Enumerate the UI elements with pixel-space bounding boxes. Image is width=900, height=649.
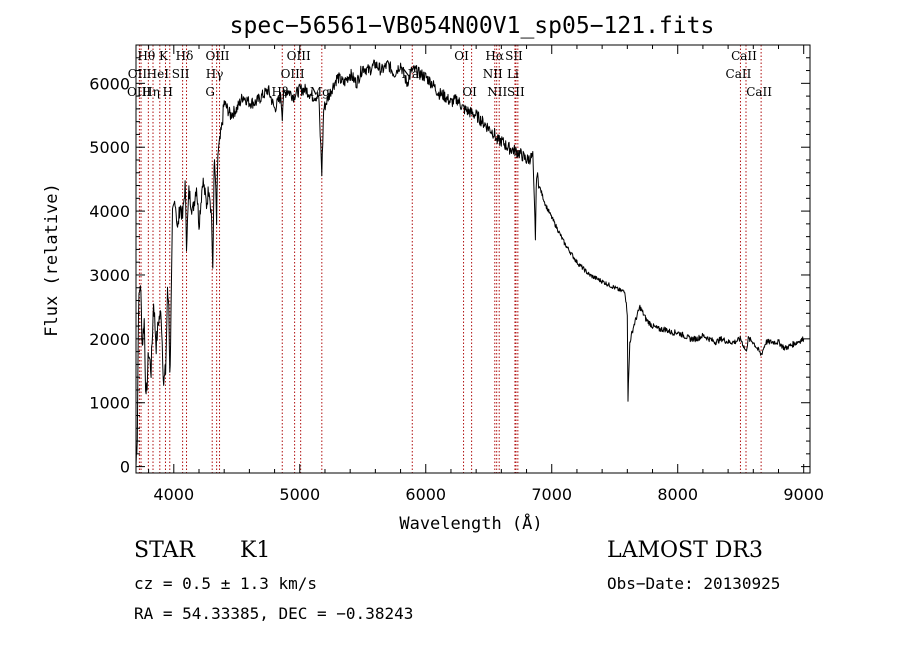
axis-ticks: 4000 5000 6000 7000 8000 9000 0 1000 2000 3000 400… <box>89 45 824 504</box>
line-label-15: Mg <box>310 85 330 99</box>
x-axis-label: Wavelength (Å) <box>399 512 542 534</box>
line-label-11: G <box>205 85 215 99</box>
y-tick-label-1: 1000 <box>89 394 130 413</box>
y-tick-label-0: 0 <box>120 458 130 477</box>
spectrum-line <box>135 59 805 467</box>
line-label-9: OIII <box>205 49 229 63</box>
y-tick-label-4: 4000 <box>89 202 130 221</box>
line-label-13: OIII <box>281 67 305 81</box>
x-tick-label-5: 9000 <box>783 485 824 504</box>
line-label-25: CaII <box>731 49 757 63</box>
line-label-22: SII <box>505 49 523 63</box>
line-label-0: Hθ <box>137 49 155 63</box>
line-label-24: SII <box>507 85 525 99</box>
chart-title: spec−56561−VB054N00V1_sp05−121.fits <box>230 13 715 39</box>
y-tick-label-3: 3000 <box>89 266 130 285</box>
x-tick-label-4: 8000 <box>657 485 698 504</box>
line-label-19: Hα <box>485 49 504 63</box>
line-label-2: OIII <box>127 85 151 99</box>
plot-frame <box>135 44 811 474</box>
line-label-4: HeI <box>147 67 170 81</box>
x-tick-label-1: 5000 <box>279 485 320 504</box>
line-label-26: CaII <box>726 67 752 81</box>
line-label-1: OII <box>128 67 148 81</box>
survey-name: LAMOST DR3 <box>607 538 763 563</box>
object-class: STAR <box>134 538 195 563</box>
x-tick-label-0: 4000 <box>153 485 194 504</box>
redshift-velocity: cz = 0.5 ± 1.3 km/s <box>134 574 318 593</box>
line-label-6: SII <box>172 67 190 81</box>
observation-date: Obs−Date: 20130925 <box>607 574 781 593</box>
line-label-3: Hη <box>142 85 160 99</box>
line-label-14: OIII <box>287 49 311 63</box>
line-label-8: Hδ <box>176 49 194 63</box>
x-tick-label-3: 7000 <box>531 485 572 504</box>
line-label-21: NII <box>487 85 507 99</box>
line-label-18: OI <box>462 85 477 99</box>
line-label-20: NII <box>483 67 503 81</box>
line-label-16: Na <box>401 67 419 81</box>
y-axis-label: Flux (relative) <box>42 183 62 337</box>
ra-dec-coordinates: RA = 54.33385, DEC = −0.38243 <box>134 604 414 623</box>
line-marker-layer <box>138 45 762 473</box>
y-tick-label-5: 5000 <box>89 138 130 157</box>
y-tick-label-2: 2000 <box>89 330 130 349</box>
line-label-5: K <box>159 49 169 63</box>
line-label-10: Hγ <box>206 67 224 81</box>
line-label-17: OI <box>454 49 469 63</box>
object-subclass: K1 <box>240 538 271 563</box>
y-tick-label-6: 6000 <box>89 74 130 93</box>
line-label-7: H <box>163 85 173 99</box>
line-label-23: Li <box>507 67 519 81</box>
line-label-27: CaII <box>746 85 772 99</box>
x-tick-label-2: 6000 <box>405 485 446 504</box>
spectrum-layer <box>135 59 805 467</box>
line-label-12: Hβ <box>272 85 289 99</box>
